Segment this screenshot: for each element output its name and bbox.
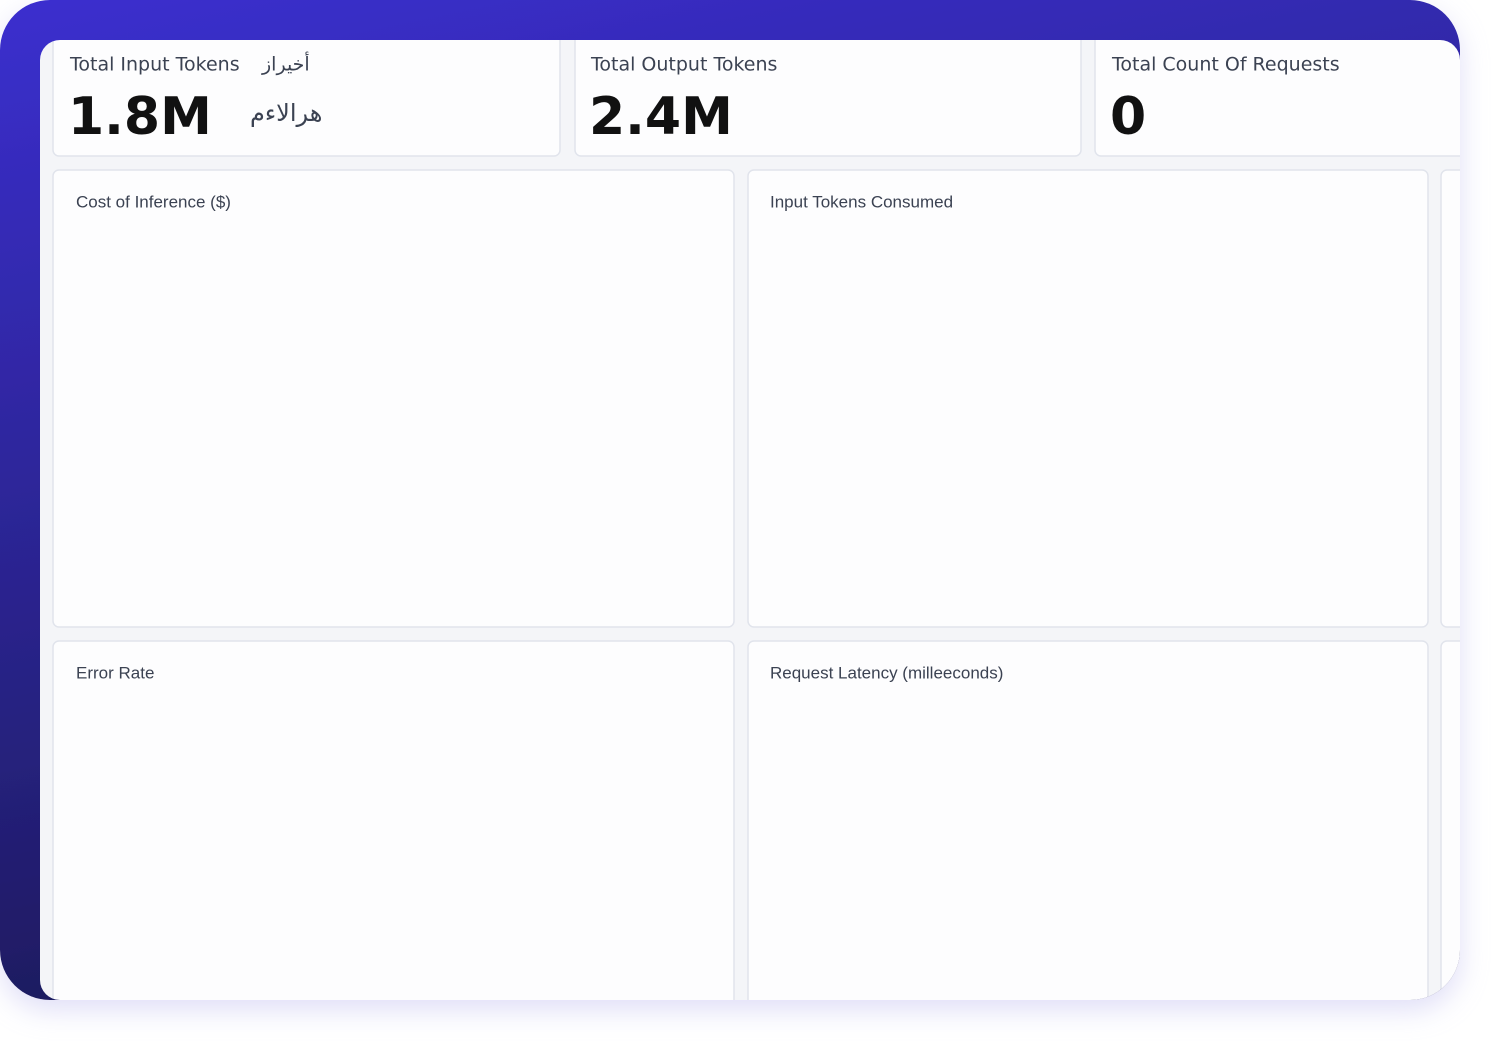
chart-card xyxy=(52,169,735,628)
stat-value-extra: هرالاءم xyxy=(250,99,322,127)
stat-card xyxy=(1094,40,1460,157)
stat-title: Total Output Tokens xyxy=(590,54,777,76)
stat-title-extra: أخيراز xyxy=(261,52,310,76)
stat-value: 0 xyxy=(1110,87,1146,147)
stat-title: Total Count Of Requests xyxy=(1111,54,1340,76)
chart-card xyxy=(52,640,735,1000)
chart-title: Error Rate xyxy=(76,663,154,682)
chart-title: Request Latency (milleeconds) xyxy=(770,663,1003,682)
chart-card xyxy=(747,169,1429,628)
stat-card xyxy=(574,40,1082,157)
chart-title: Input Tokens Consumed xyxy=(770,192,953,211)
chart-card xyxy=(1440,640,1460,1000)
stat-card xyxy=(52,40,561,157)
stat-value: 2.4M xyxy=(589,87,733,147)
chart-card xyxy=(747,640,1429,1000)
stat-title: Total Input Tokens xyxy=(69,54,240,76)
stat-value: 1.8M xyxy=(68,87,212,147)
chart-card xyxy=(1440,169,1460,628)
chart-title: Cost of Inference ($) xyxy=(76,192,231,211)
